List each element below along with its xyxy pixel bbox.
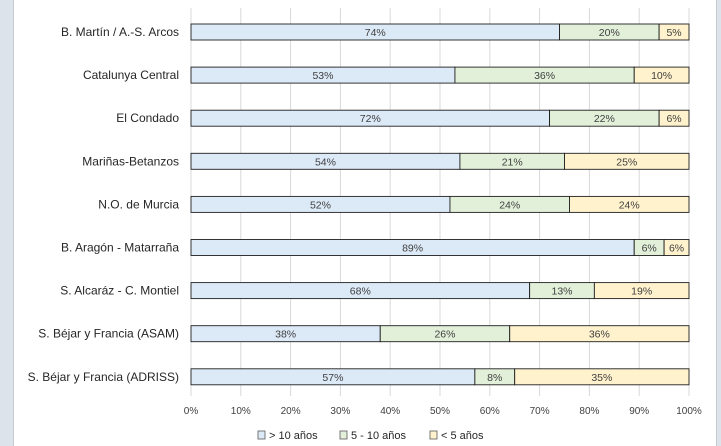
legend-label: 5 - 10 años: [351, 430, 407, 442]
category-label: B. Aragón - Matarraña: [61, 241, 179, 255]
category-label: Catalunya Central: [83, 68, 179, 82]
data-label: 6%: [669, 243, 684, 255]
window-left-edge: [0, 0, 14, 446]
category-label: El Condado: [116, 111, 179, 125]
data-label: 89%: [402, 243, 423, 255]
data-label: 52%: [310, 199, 331, 211]
category-label: B. Martín / A.-S. Arcos: [61, 25, 179, 39]
data-label: 10%: [651, 70, 672, 82]
bar-segment: [593, 282, 690, 300]
bar-segment: [633, 66, 690, 84]
data-label: 6%: [666, 113, 681, 125]
data-label: 13%: [552, 286, 573, 298]
data-label: 72%: [360, 113, 381, 125]
data-label: 24%: [619, 199, 640, 211]
bar-segment: [509, 325, 690, 343]
bar-segment: [569, 195, 690, 213]
x-tick-label: 70%: [530, 406, 550, 417]
legend-label: > 10 años: [269, 430, 318, 442]
legend-swatch: [339, 430, 348, 440]
window-right-edge: [716, 0, 721, 446]
x-tick-label: 10%: [231, 406, 251, 417]
category-label: N.O. de Murcia: [98, 197, 179, 211]
data-label: 19%: [631, 286, 652, 298]
x-tick-label: 30%: [330, 406, 350, 417]
x-tick-labels: 0% 10% 20% 30% 40% 50% 60% 70% 80% 90% 100%: [184, 406, 702, 417]
x-tick-label: 0%: [184, 406, 199, 417]
category-label: S. Alcaráz - C. Montiel: [60, 284, 179, 298]
x-tick-label: 80%: [579, 406, 599, 417]
bar-segment: [514, 368, 690, 386]
bar-segment: [658, 109, 690, 127]
bar-segment: [658, 23, 690, 41]
category-labels: B. Martín / A.-S. Arcos Catalunya Central…: [28, 25, 180, 384]
data-label: 25%: [616, 156, 637, 168]
bars-layer: 74% 20% 5% 53% 36% 10% 72% 22% 6% 54% 21% 25% 52% 24%…: [190, 23, 690, 386]
data-label: 36%: [589, 329, 610, 341]
x-tick-label: 50%: [430, 406, 450, 417]
x-tick-label: 90%: [629, 406, 649, 417]
data-label: 68%: [350, 286, 371, 298]
data-label: 38%: [275, 329, 296, 341]
legend: > 10 años 5 - 10 años < 5 años: [257, 430, 484, 442]
legend-swatch: [429, 430, 438, 440]
data-label: 22%: [594, 113, 615, 125]
data-label: 35%: [591, 372, 612, 384]
legend-label: < 5 años: [441, 430, 484, 442]
data-label: 24%: [499, 199, 520, 211]
data-label: 26%: [434, 329, 455, 341]
data-label: 74%: [365, 27, 386, 39]
data-label: 36%: [534, 70, 555, 82]
category-label: S. Béjar y Francia (ADRISS): [28, 370, 179, 384]
data-label: 57%: [322, 372, 343, 384]
category-label: S. Béjar y Francia (ASAM): [38, 327, 179, 341]
data-label: 54%: [315, 156, 336, 168]
x-tick-label: 40%: [380, 406, 400, 417]
x-tick-label: 100%: [676, 406, 702, 417]
bar-segment: [564, 152, 690, 170]
x-tick-label: 20%: [281, 406, 301, 417]
bar-segment: [663, 239, 690, 256]
x-tick-label: 60%: [480, 406, 500, 417]
data-label: 6%: [642, 243, 657, 255]
data-label: 53%: [312, 70, 333, 82]
data-label: 5%: [666, 27, 681, 39]
data-label: 21%: [502, 156, 523, 168]
legend-swatch: [257, 430, 266, 440]
data-label: 8%: [487, 372, 502, 384]
data-label: 20%: [599, 27, 620, 39]
category-label: Mariñas-Betanzos: [82, 154, 179, 168]
